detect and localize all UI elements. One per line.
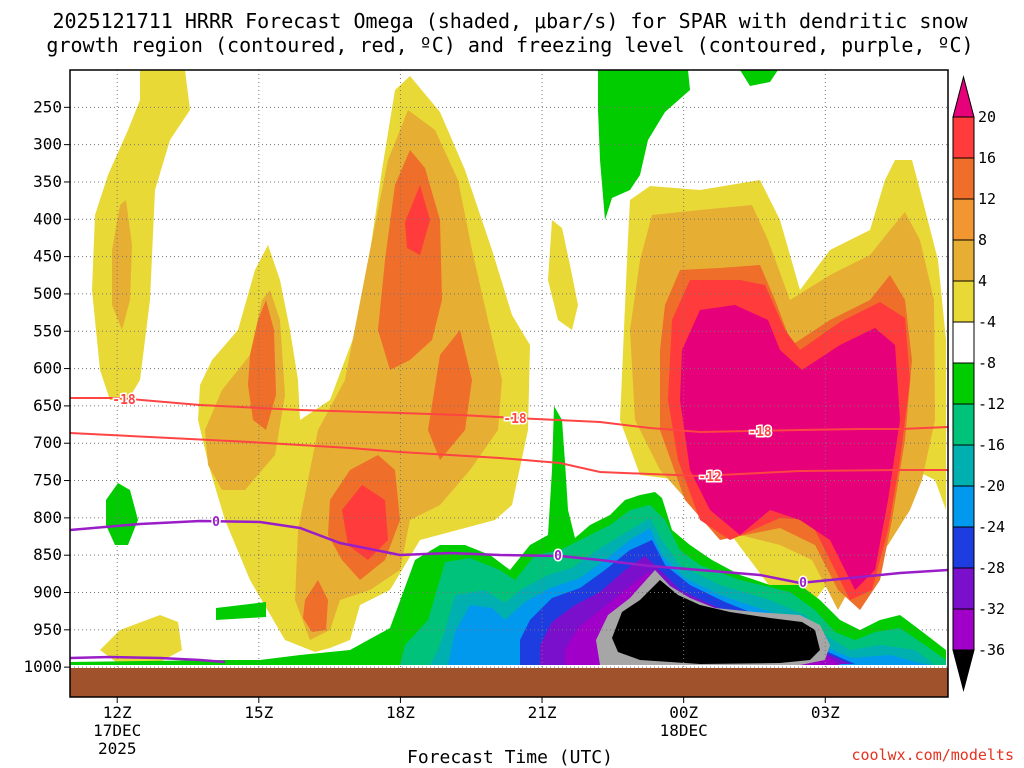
colorbar: 20 16 12 8 4 -4 -8 -12 -16 -20 -24 -28 -32 -36 [952,75,1005,692]
y-tick-label: 950 [33,620,62,639]
x-tick-label: 12Z [103,703,132,722]
colorbar-band [952,198,975,241]
x-tick-date: 18DEC [660,721,708,740]
colorbar-label: -20 [978,477,1005,495]
freezing-label-3: 0 [799,576,807,591]
freezing-level-contour [70,519,948,664]
plot-border [69,69,949,698]
dgz-top-contour [70,397,948,434]
y-tick-label: 350 [33,172,62,191]
y-tick-label: 900 [33,583,62,602]
colorbar-label: -36 [978,641,1005,659]
x-axis-label: Forecast Time (UTC) [407,747,613,768]
freezing-label-1: 0 [212,515,220,530]
x-tick-label: 18Z [386,703,415,722]
y-tick-label: 250 [33,97,62,116]
y-tick-label: 650 [33,396,62,415]
colorbar-label: -32 [978,600,1005,618]
colorbar-label: 20 [978,108,996,126]
colorbar-band [952,567,975,610]
dgz-contours [70,397,948,478]
colorbar-band [952,403,975,446]
y-tick-label: 450 [33,247,62,266]
dgz-contour-labels: -18 -18 -18 -12 [111,392,774,487]
chart-title-line1: 2025121711 HRRR Forecast Omega (shaded, … [52,9,968,33]
freezing-label-2: 0 [554,549,562,564]
colorbar-band [952,280,975,323]
dgz-label-top-2: -18 [503,412,527,427]
colorbar-band [952,608,975,651]
colorbar-band [952,321,975,364]
y-tick-label: 300 [33,135,62,154]
x-tick-label: 03Z [811,703,840,722]
y-tick-label: 600 [33,359,62,378]
y-axis: 250 300 350 400 450 500 550 600 650 700 750 800 850 9… [23,97,70,676]
colorbar-band [952,444,975,487]
colorbar-label: -28 [978,559,1005,577]
colorbar-band [952,157,975,200]
dgz-label-bottom: -12 [698,470,721,485]
ground-surface [70,668,948,697]
y-tick-label: 700 [33,433,62,452]
colorbar-band [952,239,975,282]
colorbar-label: 16 [978,149,996,167]
y-tick-label: 550 [33,321,62,340]
x-tick-year: 2025 [98,739,137,758]
y-tick-label: 400 [33,209,62,228]
colorbar-label: -4 [978,313,996,331]
grid-lines [70,70,948,697]
colorbar-label: -24 [978,518,1005,536]
omega-below-minus36-fill [612,580,820,664]
freezing-level-labels: 0 0 0 [211,514,809,593]
colorbar-band [952,485,975,528]
colorbar-band [952,526,975,569]
credit-text: coolwx.com/modelts [851,746,1014,764]
colorbar-bottom-arrow [952,649,975,692]
dgz-bottom-contour [70,432,948,478]
colorbar-label: 12 [978,190,996,208]
colorbar-label: 4 [978,272,987,290]
omega-above-20-fill [680,305,900,590]
chart-title-line2: growth region (contoured, red, ºC) and f… [46,33,973,57]
y-tick-label: 850 [33,545,62,564]
y-tick-label: 800 [33,508,62,527]
colorbar-top-arrow [952,75,975,118]
y-tick-label: 1000 [23,657,62,676]
x-tick-label: 21Z [528,703,557,722]
y-tick-label: 500 [33,284,62,303]
dgz-label-top-1: -18 [112,393,136,408]
x-tick-date: 17DEC [93,721,141,740]
plot-area: -18 -18 -18 -12 0 0 0 [70,70,948,697]
colorbar-label: 8 [978,231,987,249]
colorbar-label: -8 [978,354,996,372]
colorbar-label: -12 [978,395,1005,413]
colorbar-band [952,362,975,405]
dgz-label-top-3: -18 [748,425,772,440]
colorbar-band [952,116,975,159]
y-tick-label: 750 [33,471,62,490]
x-tick-label: 00Z [669,703,698,722]
x-tick-label: 15Z [244,703,273,722]
colorbar-label: -16 [978,436,1005,454]
